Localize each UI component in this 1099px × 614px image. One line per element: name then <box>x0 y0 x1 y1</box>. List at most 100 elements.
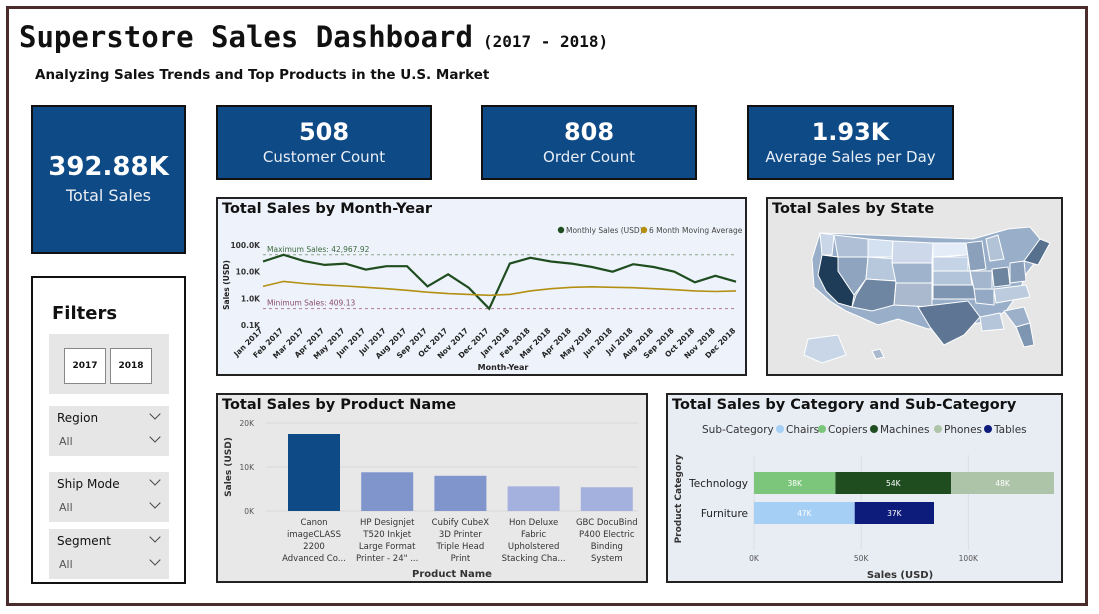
x-tick-label: 50K <box>854 554 870 563</box>
year-2017-button[interactable]: 2017 <box>64 348 106 384</box>
legend-marker <box>934 425 942 433</box>
kpi-total-sales-value: 392.88K <box>48 152 169 182</box>
product-label: Cubify CubeX <box>432 518 490 528</box>
legend-label: Tables <box>993 424 1027 436</box>
product-label: Canon <box>300 518 327 528</box>
category-chart-svg: Sub-Category Chairs Copiers Machines Phones T… <box>674 424 1054 581</box>
region-value: All <box>59 435 73 448</box>
segment-value: All <box>59 558 73 571</box>
min-sales-label: Minimum Sales: 409.13 <box>267 299 355 308</box>
legend-marker-monthly <box>557 226 565 234</box>
year-range: (2017 - 2018) <box>482 32 609 51</box>
legend-marker-moving-average <box>640 226 648 234</box>
legend-marker <box>776 425 784 433</box>
product-label: 2200 <box>303 542 325 552</box>
map-panel: Total Sales by State <box>766 197 1063 376</box>
y-tick-label: 10.0K <box>236 268 262 277</box>
year-2018-button[interactable]: 2018 <box>110 348 152 384</box>
legend-label-monthly: Monthly Sales (USD) <box>566 226 643 235</box>
stack-segment <box>854 502 934 524</box>
data-label: 48K <box>995 479 1011 488</box>
legend-marker <box>818 425 826 433</box>
product-label: GBC DocuBind <box>576 518 638 528</box>
y-tick-label: 0K <box>244 507 255 516</box>
kpi-order-count-label: Order Count <box>543 148 635 166</box>
product-label: Triple Head <box>436 542 485 552</box>
us-map[interactable] <box>768 199 1061 374</box>
moving-average-line <box>262 280 737 297</box>
legend-title: Sub-Category <box>702 424 774 436</box>
kpi-total-sales: 392.88K Total Sales <box>31 105 186 254</box>
product-label: Binding <box>591 542 623 552</box>
legend-label: Copiers <box>828 424 868 436</box>
x-tick-label: 0K <box>749 554 760 563</box>
chevron-down-icon[interactable] <box>149 554 161 566</box>
chevron-down-icon[interactable] <box>149 497 161 509</box>
line-chart-svg: 0.1K 1.0K 10.0K 100.0K Maximum Sales: 42,967… <box>222 226 743 372</box>
dashboard-frame <box>6 6 1088 606</box>
year-slicer: 2017 2018 <box>49 334 169 394</box>
y-tick-label: 20K <box>240 419 256 428</box>
product-bar <box>288 434 340 511</box>
chevron-down-icon[interactable] <box>149 474 161 486</box>
product-label: imageCLASS <box>287 530 341 540</box>
stack-segment <box>951 472 1054 494</box>
page-subtitle: Analyzing Sales Trends and Top Products … <box>35 67 490 83</box>
region-slicer[interactable]: Region All <box>49 406 169 456</box>
product-chart-panel: Total Sales by Product Name 0K 10K 20K Cano… <box>216 393 648 583</box>
chevron-down-icon[interactable] <box>149 431 161 443</box>
line-chart-panel: Total Sales by Month-Year 0.1K 1.0K 10.0K 1… <box>216 197 747 376</box>
product-bar <box>361 472 414 511</box>
product-label: HP Designjet <box>360 518 415 528</box>
product-label: Large Format <box>359 542 416 552</box>
category-chart-title: Total Sales by Category and Sub-Category <box>672 397 1017 413</box>
product-bar <box>507 486 560 511</box>
product-label: Stacking Cha... <box>502 554 566 564</box>
filters-title: Filters <box>52 303 118 324</box>
kpi-order-count: 808 Order Count <box>481 105 697 180</box>
category-label: Furniture <box>701 508 748 520</box>
y-tick-label: 1.0K <box>241 294 261 303</box>
chevron-down-icon[interactable] <box>149 531 161 543</box>
legend-marker <box>984 425 992 433</box>
y-axis-title: Sales (USD) <box>222 260 231 310</box>
product-chart-title: Total Sales by Product Name <box>222 397 457 413</box>
max-sales-label: Maximum Sales: 42,967.92 <box>267 245 370 254</box>
data-label: 47K <box>797 509 813 518</box>
product-label: P400 Electric <box>579 530 635 540</box>
kpi-avg-sales-value: 1.93K <box>811 118 890 146</box>
kpi-customer-count-value: 508 <box>298 118 350 146</box>
product-bar <box>580 487 633 511</box>
kpi-customer-count: 508 Customer Count <box>216 105 432 180</box>
x-axis-title: Sales (USD) <box>867 570 933 581</box>
product-chart-svg: 0K 10K 20K Canon imageCLASS 2200 Advanced Co..… <box>224 419 638 580</box>
product-label: System <box>591 554 623 564</box>
ship-mode-slicer[interactable]: Ship Mode All <box>49 472 169 522</box>
y-axis-title: Product Category <box>674 454 684 543</box>
monthly-sales-line <box>262 253 737 311</box>
ship-mode-label: Ship Mode <box>57 477 120 491</box>
kpi-avg-sales-label: Average Sales per Day <box>765 148 936 166</box>
map-title: Total Sales by State <box>772 201 935 217</box>
legend-label-moving-average: 6 Month Moving Average <box>649 226 743 235</box>
x-axis-title: Month-Year <box>478 363 529 372</box>
legend-label: Chairs <box>786 424 819 436</box>
data-label: 38K <box>787 479 803 488</box>
product-label: Print <box>451 554 471 564</box>
segment-slicer[interactable]: Segment All <box>49 529 169 579</box>
stack-segment <box>754 472 836 494</box>
data-label: 37K <box>887 509 903 518</box>
stack-segment <box>754 502 855 524</box>
category-chart-panel: Total Sales by Category and Sub-Category… <box>666 393 1063 583</box>
legend-marker <box>870 425 878 433</box>
kpi-order-count-value: 808 <box>563 118 615 146</box>
product-label: Printer - 24" ... <box>356 554 418 564</box>
chevron-down-icon[interactable] <box>149 408 161 420</box>
data-label: 54K <box>886 479 902 488</box>
legend-label: Machines <box>880 424 929 436</box>
stack-segment <box>835 472 952 494</box>
product-label: 3D Printer <box>439 530 482 540</box>
kpi-avg-sales-per-day: 1.93K Average Sales per Day <box>747 105 954 180</box>
page-title: Superstore Sales Dashboard (2017 - 2018) <box>19 20 609 54</box>
product-label: Upholstered <box>508 542 559 552</box>
